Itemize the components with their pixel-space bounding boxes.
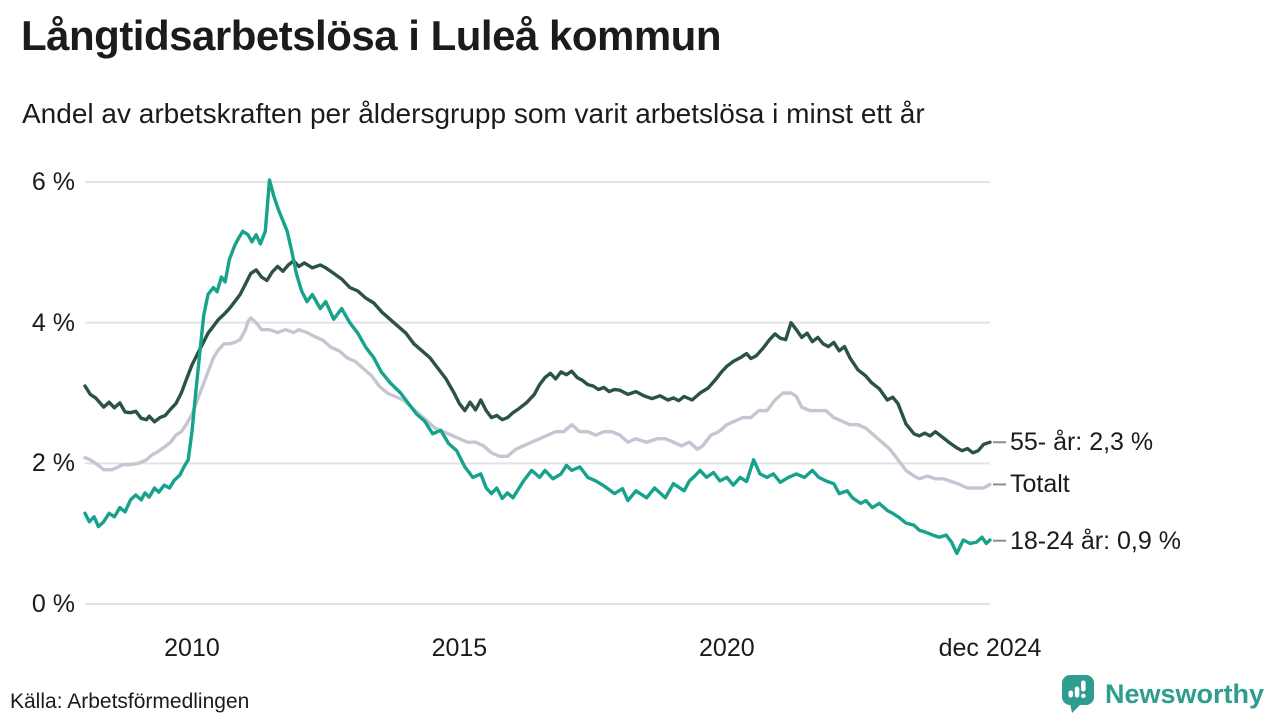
newsworthy-wordmark: Newsworthy (1104, 678, 1264, 709)
source-note: Källa: Arbetsförmedlingen (10, 690, 250, 713)
y-axis-tick-4: 4 % (31, 308, 75, 337)
chart-title: Långtidsarbetslösa i Luleå kommun (21, 12, 721, 59)
series-line-18-24-r (83, 178, 992, 556)
x-axis-tick-2015: 2015 (431, 634, 488, 662)
chart-subtitle: Andel av arbetskraften per åldersgrupp s… (22, 98, 925, 129)
series-label-55-r: 55- år: 2,3 % (1010, 428, 1154, 457)
newsworthy-logo: Newsworthy (1061, 674, 1264, 714)
x-axis-tick-dec-2024: dec 2024 (938, 634, 1042, 662)
y-axis-tick-6: 6 % (31, 168, 75, 197)
series-label-totalt: Totalt (1010, 470, 1070, 499)
y-axis-tick-0: 0 % (31, 590, 75, 618)
x-axis-tick-2010: 2010 (164, 634, 220, 662)
series-label-18-24-r: 18-24 år: 0,9 % (1010, 526, 1181, 555)
y-axis-tick-2: 2 % (31, 449, 75, 478)
series-line-55-r (83, 259, 992, 455)
series-line-totalt (83, 316, 992, 490)
x-axis-tick-2020: 2020 (699, 634, 755, 662)
newsworthy-bubble-chart-icon (1061, 675, 1094, 713)
